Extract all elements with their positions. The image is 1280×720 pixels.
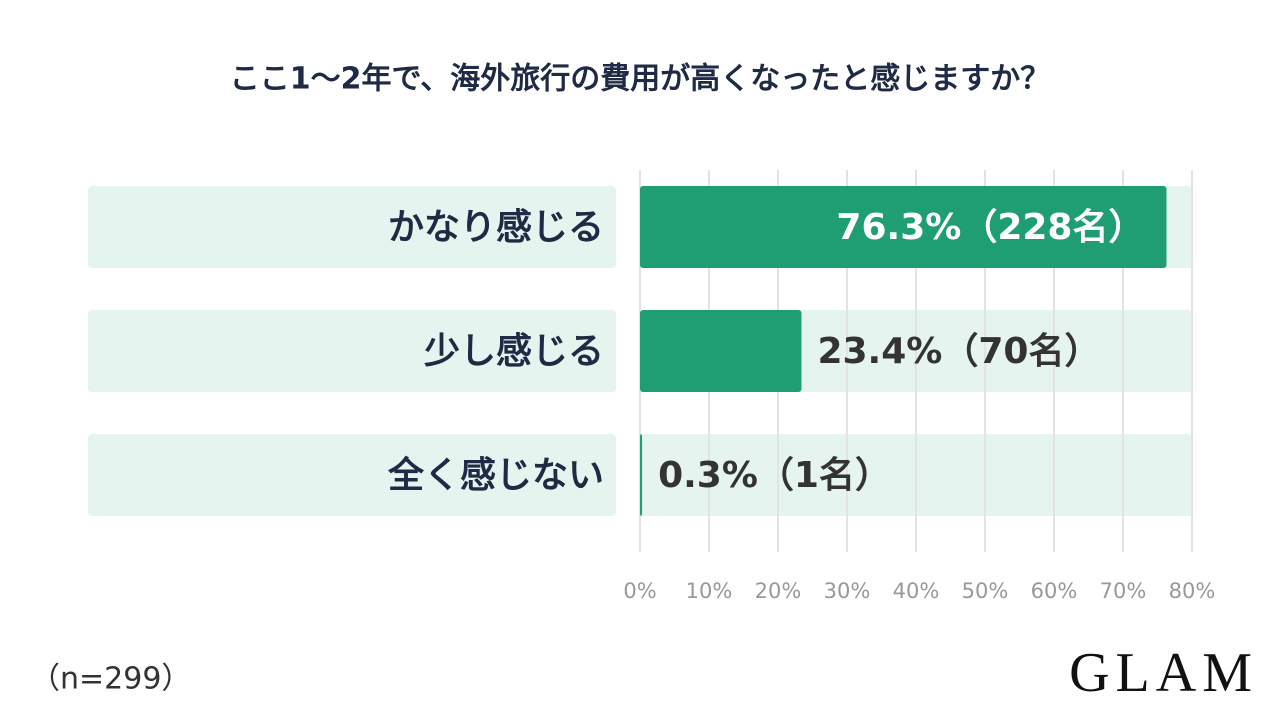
value-label: 23.4%（70名） bbox=[817, 331, 1100, 372]
x-tick-label: 50% bbox=[962, 579, 1009, 603]
x-tick-label: 40% bbox=[893, 579, 940, 603]
x-tick-label: 10% bbox=[686, 579, 733, 603]
category-label: かなり感じる bbox=[388, 207, 604, 248]
category-label: 少し感じる bbox=[424, 331, 604, 372]
value-label: 0.3%（1名） bbox=[658, 455, 891, 496]
x-tick-label: 70% bbox=[1100, 579, 1147, 603]
x-tick-label: 60% bbox=[1031, 579, 1078, 603]
bar bbox=[640, 434, 643, 516]
chart-title: ここ1〜2年で、海外旅行の費用が高くなったと感じますか？ bbox=[230, 62, 1051, 97]
label-box bbox=[88, 186, 616, 268]
category-label: 全く感じない bbox=[387, 454, 604, 496]
sample-note: （n=299） bbox=[30, 662, 191, 697]
x-tick-label: 30% bbox=[824, 579, 871, 603]
label-box bbox=[88, 310, 616, 392]
bar bbox=[640, 310, 802, 392]
x-tick-label: 80% bbox=[1169, 579, 1216, 603]
bar bbox=[640, 186, 1167, 268]
x-tick-label: 20% bbox=[755, 579, 802, 603]
logo: GLAM bbox=[1069, 642, 1258, 704]
label-box bbox=[88, 434, 616, 516]
x-tick-label: 0% bbox=[623, 579, 656, 603]
value-label: 76.3%（228名） bbox=[836, 207, 1144, 248]
